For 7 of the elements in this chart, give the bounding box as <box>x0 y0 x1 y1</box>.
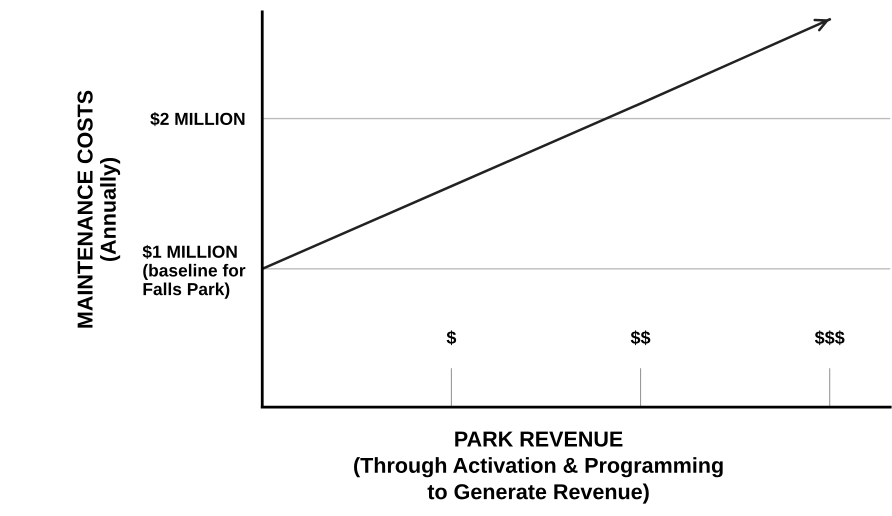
x-axis-title: PARK REVENUE (Through Activation & Programming to Generate Revenue) <box>354 432 723 504</box>
y-tick-label: $2 MILLION <box>150 112 244 126</box>
x-tick-label: $$ <box>630 330 650 346</box>
x-tick-label: $ <box>446 330 456 346</box>
y-tick-label: $1 MILLION (baseline for Falls Park) <box>142 244 246 299</box>
x-tick-label: $$$ <box>814 330 844 346</box>
y-axis-title: MAINTENANCE COSTS (Annually) <box>77 90 120 328</box>
